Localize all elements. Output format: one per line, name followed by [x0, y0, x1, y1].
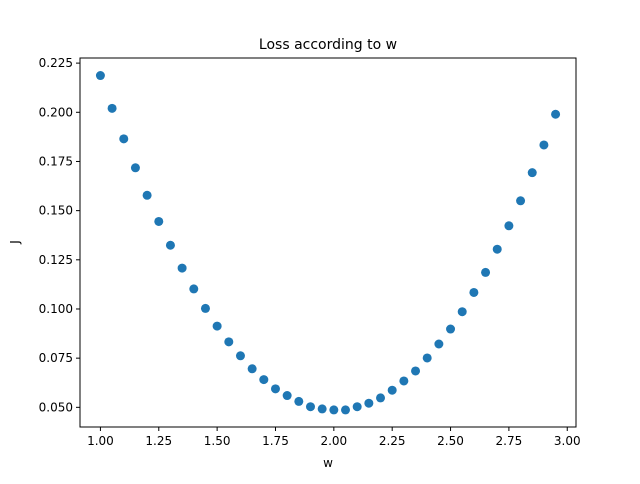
- data-point: [317, 404, 327, 414]
- data-point: [200, 303, 210, 313]
- data-point: [95, 71, 105, 81]
- data-point: [399, 376, 409, 386]
- x-tick-label: 1.50: [204, 434, 231, 448]
- y-tick-label: 0.125: [39, 253, 73, 267]
- axis-ticks: 1.00 1.25 1.50 1.75 2.00 2.25 2.50 2.75 3.00 0.05…: [39, 56, 581, 448]
- data-point: [177, 263, 187, 273]
- data-point: [329, 405, 339, 415]
- data-point: [107, 103, 117, 113]
- x-tick-label: 1.00: [87, 434, 114, 448]
- data-point: [247, 364, 257, 374]
- data-point: [270, 384, 280, 394]
- data-point: [305, 402, 315, 412]
- data-point: [212, 321, 222, 331]
- x-tick-label: 3.00: [554, 434, 581, 448]
- data-point: [527, 168, 537, 178]
- data-point: [457, 307, 467, 317]
- data-point: [481, 267, 491, 277]
- data-point: [294, 396, 304, 406]
- data-point: [422, 353, 432, 363]
- data-point: [492, 244, 502, 254]
- data-point: [235, 351, 245, 361]
- data-point: [539, 140, 549, 150]
- data-point: [411, 366, 421, 376]
- data-point: [376, 393, 386, 403]
- data-point: [142, 190, 152, 200]
- data-point: [364, 398, 374, 408]
- data-point: [259, 375, 269, 385]
- y-tick-label: 0.150: [39, 204, 73, 218]
- data-point: [352, 402, 362, 412]
- data-point: [341, 405, 351, 415]
- plot-area-frame: [79, 57, 577, 428]
- y-tick-label: 0.050: [39, 400, 73, 414]
- data-point: [446, 324, 456, 334]
- y-tick-label: 0.175: [39, 154, 73, 168]
- x-tick-label: 2.50: [437, 434, 464, 448]
- x-tick-label: 1.75: [262, 434, 289, 448]
- data-point: [504, 221, 514, 231]
- y-axis-label: J: [8, 240, 22, 245]
- data-point: [119, 134, 129, 144]
- data-point: [224, 337, 234, 347]
- x-tick-label: 1.25: [145, 434, 172, 448]
- data-point: [551, 109, 561, 119]
- chart-title: Loss according to w: [259, 37, 397, 53]
- data-point: [130, 163, 140, 173]
- y-tick-label: 0.075: [39, 351, 73, 365]
- data-point: [516, 196, 526, 206]
- data-point: [469, 287, 479, 297]
- x-tick-label: 2.75: [496, 434, 523, 448]
- x-axis-label: w: [323, 456, 333, 470]
- data-point: [154, 216, 164, 226]
- data-point: [387, 385, 397, 395]
- x-tick-label: 2.00: [320, 434, 347, 448]
- data-point: [282, 391, 292, 401]
- data-point: [434, 339, 444, 349]
- y-tick-label: 0.100: [39, 302, 73, 316]
- y-tick-label: 0.225: [39, 56, 73, 70]
- data-point: [165, 240, 175, 250]
- data-points: [95, 71, 561, 415]
- x-tick-label: 2.25: [379, 434, 406, 448]
- y-tick-label: 0.200: [39, 105, 73, 119]
- data-point: [189, 284, 199, 294]
